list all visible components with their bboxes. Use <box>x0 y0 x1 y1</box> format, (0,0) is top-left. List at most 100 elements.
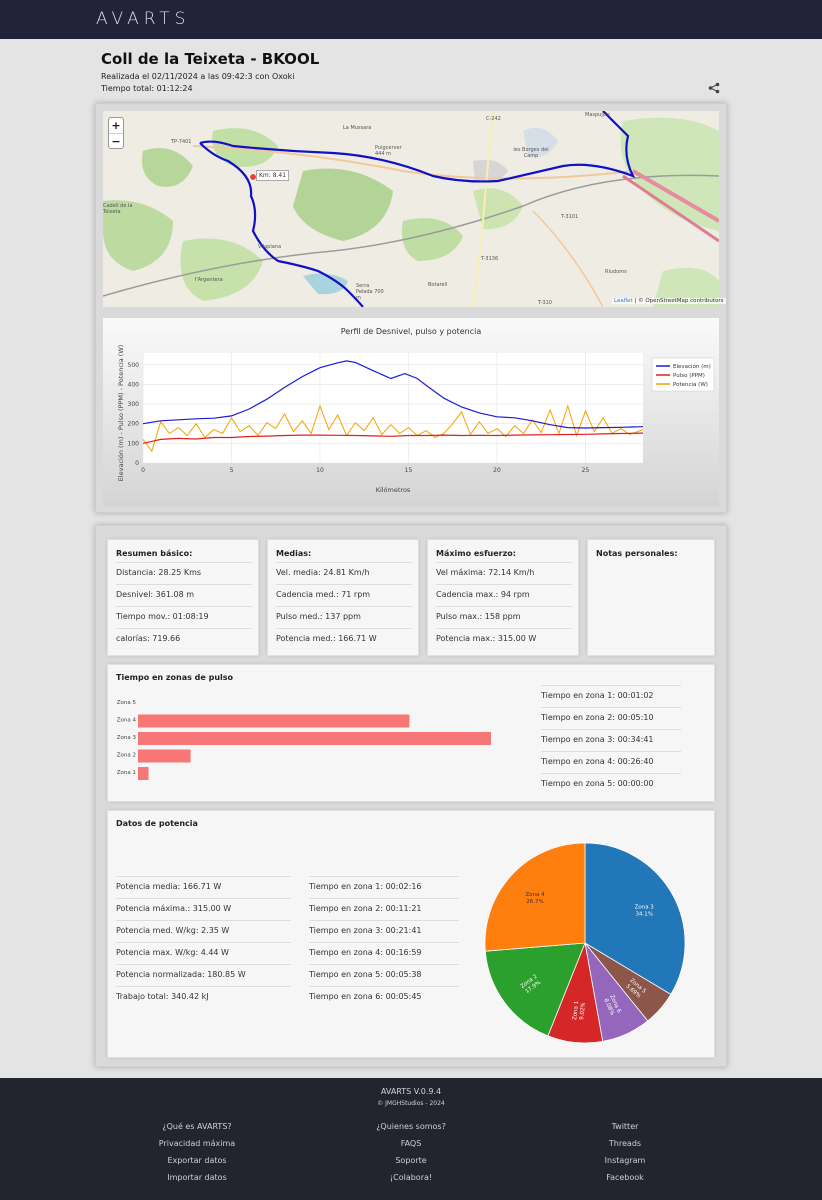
footer-link-what-is[interactable]: ¿Qué es AVARTS? <box>162 1122 232 1131</box>
x-tick-label: 25 <box>582 467 590 474</box>
footer-link-threads[interactable]: Threads <box>608 1139 642 1148</box>
personal-notes-card[interactable]: Notas personales: <box>587 539 715 656</box>
footer-link-export[interactable]: Exportar datos <box>167 1156 227 1165</box>
map-forest <box>142 148 193 187</box>
elevation-profile-chart[interactable]: Perfil de Desnivel, pulso y potencia Ele… <box>103 318 719 506</box>
map-road <box>472 111 494 307</box>
footer-link-instagram[interactable]: Instagram <box>604 1156 646 1165</box>
power-zone-time: Tiempo en zona 5: 00:05:38 <box>309 964 459 986</box>
card-title: Datos de potencia <box>116 819 198 828</box>
hr-zone-time: Tiempo en zona 5: 00:00:00 <box>541 773 681 795</box>
footer-link-privacy[interactable]: Privacidad máxima <box>158 1139 236 1148</box>
route-line[interactable] <box>199 142 364 307</box>
power-zone-time: Tiempo en zona 2: 00:11:21 <box>309 898 459 920</box>
app-logo[interactable]: AVARTS <box>96 9 191 29</box>
osm-attribution[interactable]: | © OpenStreetMap contributors <box>634 298 724 304</box>
pie-label: Zona 426.7% <box>525 892 545 905</box>
hr-zone-bar[interactable] <box>138 714 410 728</box>
map-town <box>523 127 558 157</box>
power-zone-time: Tiempo en zona 1: 00:02:16 <box>309 876 459 898</box>
pie-label: Zona 1 9.02% <box>572 1001 587 1021</box>
bar-category-label: Zona 1 <box>117 770 136 776</box>
max-effort-card: Máximo esfuerzo: Vel máxima: 72.14 Km/h … <box>427 539 579 656</box>
route-line[interactable] <box>199 111 636 183</box>
leaflet-link[interactable]: Leaflet <box>614 298 633 304</box>
footer-link-collaborate[interactable]: ¡Colabora! <box>389 1173 433 1182</box>
legend-entry[interactable]: Potencia (W) <box>673 382 708 388</box>
pie-slice-pct: 34.1% <box>635 912 652 918</box>
y-tick-label: 400 <box>128 381 140 388</box>
page-title: Coll de la Teixeta - BKOOL <box>101 50 320 68</box>
hr-zones-bar-chart[interactable]: Zona 5 Zona 4 Zona 3 Zona 2 Zona 1 <box>108 693 508 793</box>
footer-link-facebook[interactable]: Facebook <box>606 1173 644 1182</box>
power-stat: Potencia media: 166.71 W <box>116 876 291 898</box>
pie-slice-name: Zona 1 <box>572 1001 580 1021</box>
map-forest <box>293 168 393 241</box>
pie-slice[interactable] <box>484 942 586 1037</box>
x-tick-label: 20 <box>493 467 501 474</box>
pie-slice[interactable] <box>484 842 586 952</box>
place-label: Maspujols <box>585 112 610 118</box>
map-canvas[interactable] <box>103 111 719 307</box>
pie-slice[interactable] <box>584 842 686 995</box>
legend-entry[interactable]: Pulso (PPM) <box>673 373 705 379</box>
stat-row: Vel máxima: 72.14 Km/h <box>436 562 572 584</box>
activity-date: Realizada el 02/11/2024 a las 09:42:3 co… <box>101 72 295 81</box>
map-town <box>473 159 508 183</box>
stat-row: Distancia: 28.25 Kms <box>116 562 252 584</box>
x-tick-label: 0 <box>141 467 145 474</box>
pie-label: Zona 334.1% <box>635 905 655 918</box>
card-title: Notas personales: <box>596 549 678 558</box>
chart-title: Perfil de Desnivel, pulso y potencia <box>341 327 482 336</box>
chart-legend: Elevación (m) Pulso (PPM) Potencia (W) <box>651 357 715 392</box>
place-label: C-242 <box>486 116 501 122</box>
y-tick-label: 0 <box>135 460 139 467</box>
stat-row: Pulso max.: 158 ppm <box>436 606 572 628</box>
power-stat: Trabajo total: 340.42 kJ <box>116 986 291 1008</box>
card-title: Máximo esfuerzo: <box>436 549 516 558</box>
activity-total-time: Tiempo total: 01:12:24 <box>101 84 193 93</box>
zoom-out-button[interactable]: − <box>109 133 123 148</box>
series-line-elevation[interactable] <box>142 360 644 429</box>
hr-zone-time: Tiempo en zona 2: 00:05:10 <box>541 707 681 729</box>
place-label: Riudoms <box>605 269 627 275</box>
map-attribution: Leaflet | © OpenStreetMap contributors <box>612 298 726 304</box>
basic-summary-card: Resumen básico: Distancia: 28.25 Kms Des… <box>107 539 259 656</box>
stat-row: Cadencia med.: 71 rpm <box>276 584 412 606</box>
footer-link-twitter[interactable]: Twitter <box>611 1122 639 1131</box>
map-railway <box>103 174 719 297</box>
map-places: Maspujols les Borges del Camp Botarell R… <box>103 111 719 307</box>
plot-background <box>143 353 643 463</box>
place-label: l'Argentera <box>195 277 223 283</box>
map-forest <box>653 267 719 307</box>
place-label: T-3101 <box>561 214 579 220</box>
map-zoom-control: + − <box>108 117 124 149</box>
power-stat: Potencia med. W/kg: 2.35 W <box>116 920 291 942</box>
series-line-pulse[interactable] <box>142 432 644 444</box>
y-tick-label: 100 <box>128 440 140 447</box>
power-stat: Potencia normalizada: 180.85 W <box>116 964 291 986</box>
zoom-in-button[interactable]: + <box>111 119 121 132</box>
pie-slice-name: Zona 4 <box>525 892 545 898</box>
power-stat: Potencia máxima.: 315.00 W <box>116 898 291 920</box>
place-label: Serra Pelada 700 m <box>356 283 384 301</box>
footer-link-who[interactable]: ¿Quienes somos? <box>376 1122 446 1131</box>
averages-card: Medias: Vel. media: 24.81 Km/h Cadencia … <box>267 539 419 656</box>
place-label: Botarell <box>428 282 448 288</box>
hr-zone-bar[interactable] <box>138 749 191 763</box>
hr-zone-bar[interactable] <box>138 732 491 745</box>
legend-entry[interactable]: Elevación (m) <box>673 363 711 370</box>
card-title: Tiempo en zonas de pulso <box>116 673 234 682</box>
hr-zone-bar[interactable] <box>138 767 149 780</box>
card-title: Medias: <box>276 549 312 558</box>
place-label: T-3136 <box>481 256 499 262</box>
route-map[interactable]: Maspujols les Borges del Camp Botarell R… <box>103 111 719 307</box>
footer-link-faqs[interactable]: FAQS <box>400 1139 422 1148</box>
stat-row: calorías: 719.66 <box>116 628 252 650</box>
footer-link-support[interactable]: Soporte <box>395 1156 427 1165</box>
footer-link-import[interactable]: Importar datos <box>167 1173 227 1182</box>
top-navbar: AVARTS <box>0 0 822 39</box>
share-icon[interactable] <box>708 82 720 94</box>
map-road <box>532 210 604 307</box>
